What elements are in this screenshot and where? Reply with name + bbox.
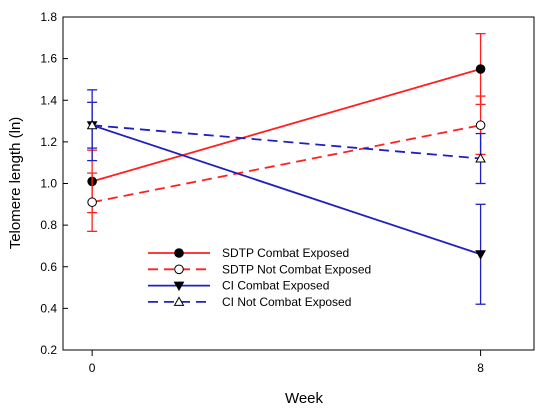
y-tick-label: 0.6 bbox=[40, 260, 57, 274]
series-1 bbox=[87, 33, 486, 214]
series-line bbox=[91, 124, 481, 204]
legend-item: CI Not Combat Exposed bbox=[148, 295, 351, 309]
marker-filled-circle bbox=[174, 248, 184, 258]
series-line bbox=[91, 124, 481, 256]
y-axis-label: Telomere length (ln) bbox=[7, 117, 24, 250]
marker-open-circle bbox=[87, 197, 97, 208]
legend-label: CI Not Combat Exposed bbox=[222, 295, 351, 309]
y-tick-label: 1.2 bbox=[40, 135, 57, 149]
y-tick-label: 0.8 bbox=[40, 218, 57, 232]
marker-filled-triangle bbox=[475, 250, 486, 260]
y-axis: 0.2 0.4 0.6 0.8 1.0 1.2 1.4 1.6 1.8 bbox=[40, 10, 68, 357]
y-tick-label: 1.8 bbox=[40, 10, 57, 24]
series-2 bbox=[87, 95, 486, 233]
series-line bbox=[92, 124, 481, 160]
x-tick-label: 8 bbox=[477, 361, 484, 375]
marker-open-triangle bbox=[475, 153, 486, 163]
marker-open-circle bbox=[174, 264, 184, 275]
marker-open-circle bbox=[475, 120, 486, 131]
series-4 bbox=[86, 101, 486, 185]
series-layer bbox=[86, 33, 486, 305]
y-tick-label: 0.4 bbox=[40, 301, 57, 315]
legend-item: CI Combat Exposed bbox=[148, 279, 329, 293]
y-tick-label: 0.2 bbox=[40, 343, 57, 357]
marker-filled-triangle bbox=[173, 281, 185, 292]
legend-item: SDTP Not Combat Exposed bbox=[148, 262, 371, 276]
marker-open-triangle bbox=[86, 119, 98, 130]
x-axis-label: Week bbox=[285, 390, 324, 407]
legend: SDTP Combat Exposed SDTP Not Combat Expos… bbox=[148, 246, 371, 309]
marker-open-triangle bbox=[173, 296, 185, 306]
legend-item: SDTP Combat Exposed bbox=[148, 246, 349, 260]
legend-label: SDTP Combat Exposed bbox=[222, 246, 349, 260]
y-tick-label: 1.0 bbox=[40, 177, 57, 191]
legend-label: CI Combat Exposed bbox=[222, 279, 329, 293]
legend-label: SDTP Not Combat Exposed bbox=[222, 262, 371, 276]
y-tick-label: 1.6 bbox=[40, 52, 57, 66]
y-tick-label: 1.4 bbox=[40, 93, 57, 107]
series-line bbox=[91, 68, 481, 183]
marker-filled-circle bbox=[475, 64, 486, 74]
x-tick-label: 0 bbox=[89, 361, 96, 375]
